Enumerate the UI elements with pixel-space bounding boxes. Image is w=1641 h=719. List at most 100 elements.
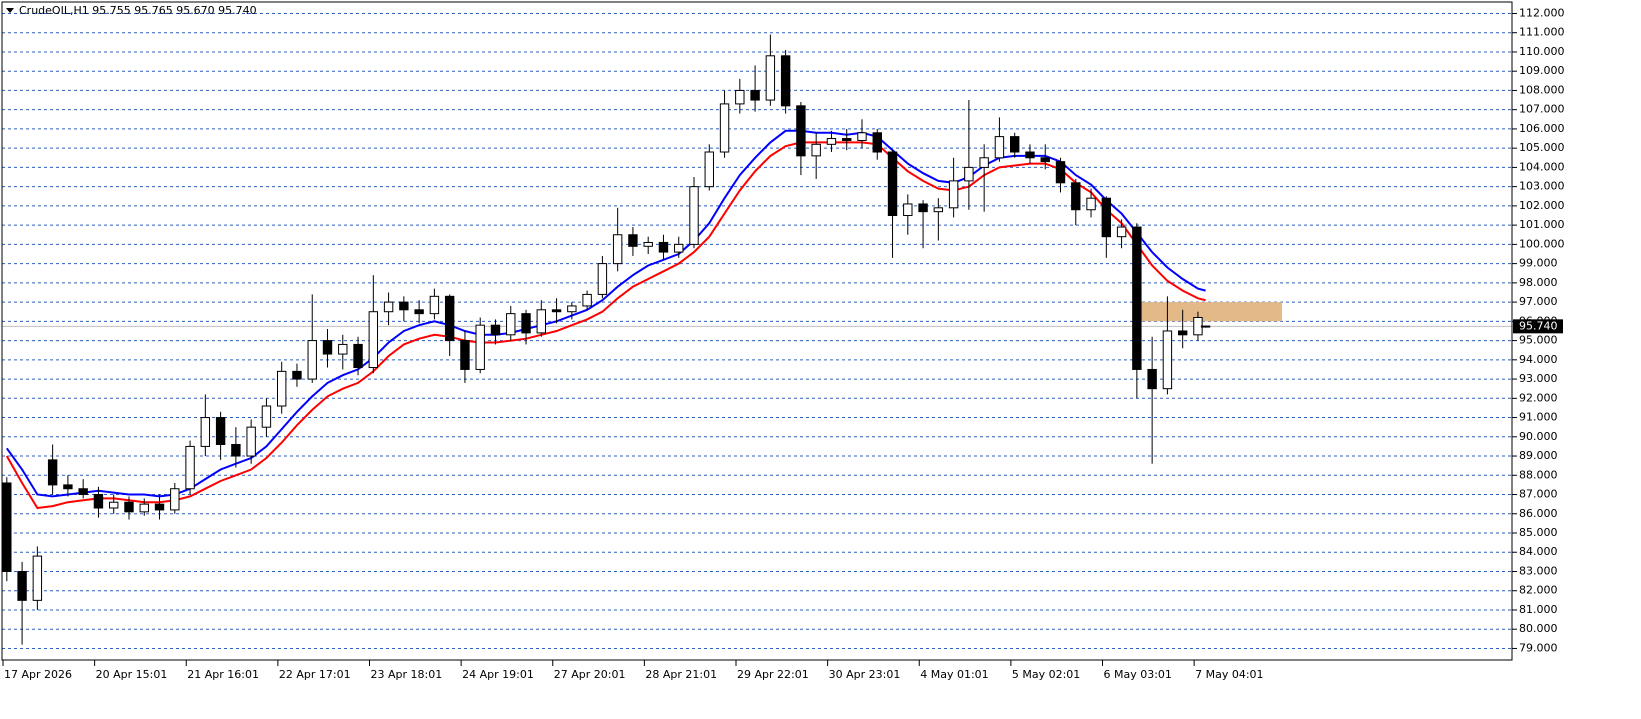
candle-body	[750, 89, 760, 101]
candle-body	[719, 103, 730, 153]
x-tick-label: 30 Apr 23:01	[829, 668, 901, 681]
candle-body	[842, 138, 852, 141]
marks	[2, 34, 1512, 645]
moving-average-line	[5, 141, 1206, 510]
candle-body	[139, 503, 149, 513]
y-tick-label: 91.000	[1519, 411, 1558, 424]
candle-body	[506, 313, 516, 336]
current-price-box	[1513, 319, 1563, 334]
candle-body	[948, 180, 959, 209]
candle-body	[460, 340, 470, 370]
candle-body	[490, 324, 501, 336]
candle-body	[887, 151, 898, 217]
candle-body	[109, 501, 119, 509]
candle-body	[826, 138, 837, 145]
y-tick-label: 106.000	[1519, 122, 1565, 135]
candle-body	[1025, 151, 1035, 159]
y-tick-label: 102.000	[1519, 199, 1565, 212]
candle-body	[994, 136, 1005, 159]
candle-body	[200, 417, 211, 447]
y-tick-label: 88.000	[1519, 468, 1558, 481]
x-tick-label: 21 Apr 16:01	[187, 668, 259, 681]
x-tick-label: 5 May 02:01	[1012, 668, 1080, 681]
y-tick-label: 108.000	[1519, 83, 1565, 96]
candle-body	[872, 132, 882, 153]
y-tick-label: 103.000	[1519, 180, 1565, 193]
candle-body	[368, 311, 379, 369]
y-tick-label: 94.000	[1519, 353, 1558, 366]
x-tick-label: 29 Apr 22:01	[737, 668, 809, 681]
candle-body	[383, 301, 394, 313]
candle-body	[1009, 136, 1020, 153]
candle-body	[643, 241, 653, 247]
y-tick-label: 100.000	[1519, 237, 1565, 250]
candle-body	[689, 186, 699, 245]
candle-body	[1055, 161, 1066, 184]
candle-body	[353, 343, 363, 369]
candle-body	[1177, 330, 1188, 336]
y-tick-label: 82.000	[1519, 584, 1558, 597]
candle-body	[215, 417, 226, 445]
candle-body	[17, 570, 27, 601]
y-tick-label: 93.000	[1519, 372, 1558, 385]
x-tick-label: 22 Apr 17:01	[279, 668, 351, 681]
candle-body	[674, 243, 684, 253]
moving-average-line	[5, 129, 1206, 498]
y-tick-label: 99.000	[1519, 257, 1558, 270]
x-tick-label: 7 May 04:01	[1195, 668, 1263, 681]
y-tick-label: 110.000	[1519, 45, 1565, 58]
y-tick-label: 84.000	[1519, 545, 1558, 558]
y-tick-label: 105.000	[1519, 141, 1565, 154]
candle-body	[780, 55, 791, 107]
candle-body	[521, 313, 531, 334]
candle-body	[414, 309, 424, 315]
y-tick-label: 83.000	[1519, 564, 1558, 577]
candle-body	[811, 143, 821, 157]
y-tick-label: 86.000	[1519, 507, 1558, 520]
candle-body	[1071, 182, 1081, 211]
candle-body	[63, 484, 73, 490]
candle-body	[658, 241, 669, 253]
candle-body	[1147, 368, 1157, 390]
candle-body	[796, 105, 806, 157]
price-zone	[1136, 302, 1282, 322]
x-tick-label: 20 Apr 15:01	[96, 668, 168, 681]
candle-body	[1040, 157, 1050, 163]
candle-body	[918, 203, 928, 213]
candle-body	[444, 295, 455, 342]
y-tick-label: 98.000	[1519, 276, 1558, 289]
candle-body	[292, 370, 302, 380]
candle-body	[399, 301, 409, 311]
candle-body	[628, 234, 638, 247]
candle-body	[735, 89, 745, 105]
candle-body	[307, 340, 317, 380]
candle-body	[78, 488, 88, 496]
candle-body	[1200, 325, 1211, 328]
candle-body	[170, 488, 180, 511]
y-tick-label: 101.000	[1519, 218, 1565, 231]
candle-body	[231, 443, 241, 457]
candle-body	[1116, 226, 1127, 238]
candle-body	[1086, 197, 1096, 211]
candle-body	[765, 55, 776, 101]
candle-body	[536, 309, 546, 334]
candle-body	[338, 343, 348, 355]
candle-body	[2, 482, 12, 572]
x-tick-label: 6 May 03:01	[1104, 668, 1172, 681]
y-tick-label: 112.000	[1519, 6, 1565, 19]
y-tick-label: 111.000	[1519, 26, 1565, 39]
x-tick-label: 28 Apr 21:01	[645, 668, 717, 681]
axes: 112.000 111.000 110.000 109.000 108.000 107.0…	[2, 6, 1565, 681]
y-tick-label: 85.000	[1519, 526, 1558, 539]
candle-body	[1101, 197, 1112, 238]
x-tick-label: 24 Apr 19:01	[462, 668, 534, 681]
candle-body	[261, 405, 272, 428]
candle-body	[964, 166, 974, 182]
candle-body	[903, 203, 913, 217]
y-tick-label: 95.000	[1519, 334, 1558, 347]
menu-arrow[interactable]	[6, 8, 14, 13]
candle-body	[185, 445, 195, 490]
candle-body	[429, 295, 440, 315]
candle-body	[857, 132, 867, 141]
